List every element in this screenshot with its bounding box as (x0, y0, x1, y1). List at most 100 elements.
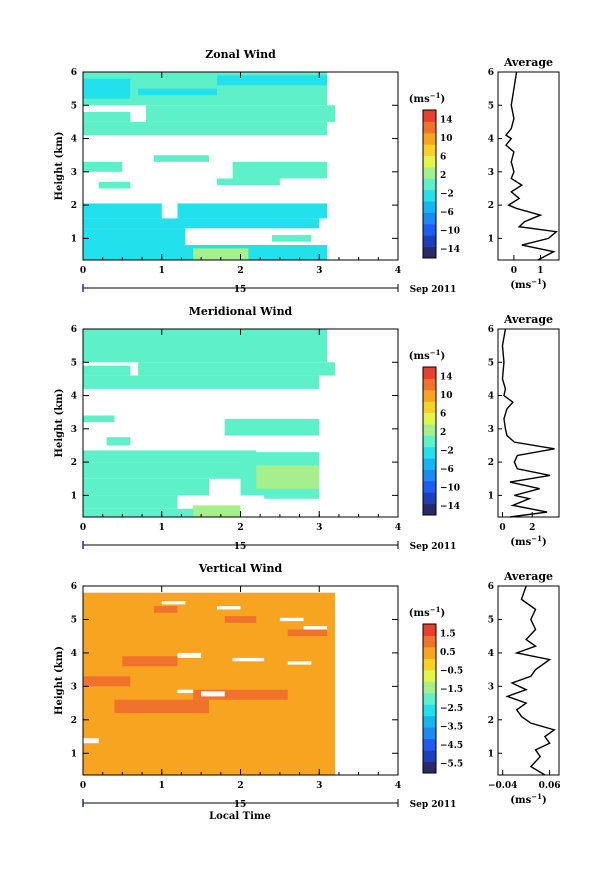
zonal-colorbar-swatch (423, 189, 436, 202)
meridional-colorbar-swatch (423, 401, 436, 414)
zonal-patch (272, 235, 312, 242)
vertical-profile-line (505, 585, 556, 776)
vertical-profile-title: Average (503, 570, 553, 583)
zonal-colorbar-swatch (423, 235, 436, 248)
vertical-ytick-label: 4 (71, 649, 77, 659)
zonal-patch (138, 88, 217, 96)
zonal-profile-title: Average (503, 56, 553, 69)
vertical-colorbar-swatch (423, 658, 436, 671)
vertical-profile-xtick-label: 0.06 (539, 781, 561, 791)
vertical-colorbar-swatch (423, 750, 436, 763)
meridional-ytick-label: 5 (71, 358, 77, 368)
meridional-colorbar-swatch (423, 378, 436, 391)
meridional-colorbar-tick: −10 (440, 483, 460, 493)
vertical-ytick-label: 3 (71, 682, 77, 692)
meridional-profile-ytick-label: 4 (488, 392, 494, 402)
vertical-colorbar-swatch (423, 669, 436, 682)
vertical-gap (232, 657, 265, 662)
zonal-profile-ytick-label: 2 (488, 201, 494, 211)
vertical-profile-unit-sup: −1 (531, 792, 542, 801)
vertical-profile-ytick-label: 2 (488, 716, 494, 726)
vertical-profile-xtick-label: −0.04 (488, 781, 517, 791)
vertical-colorbar-tick: −0.5 (440, 667, 463, 677)
meridional-ytick-label: 2 (71, 458, 77, 468)
meridional-xtick-label: 0 (80, 523, 86, 533)
meridional-patch (138, 362, 335, 376)
meridional-unit-sup: −1 (430, 348, 441, 357)
meridional-profile-ytick-label: 5 (488, 358, 494, 368)
meridional-xtick-label: 4 (395, 523, 401, 533)
zonal-ytick-label: 2 (71, 201, 77, 211)
zonal-colorbar-frame (422, 109, 437, 259)
vertical-profile-frame (497, 585, 560, 776)
zonal-colorbar-swatch (423, 155, 436, 168)
zonal-colorbar-swatch (423, 166, 436, 179)
zonal-colorbar-tick: −10 (440, 226, 460, 236)
vertical-colorbar-swatch (423, 624, 436, 636)
vertical-colorbar-tick: −2.5 (440, 704, 463, 714)
zonal-profile-ytick-label: 1 (488, 234, 494, 244)
vertical-xtick-label: 4 (395, 781, 401, 791)
vertical-gap (287, 661, 312, 665)
zonal-date-label: 15 (234, 285, 247, 295)
vertical-colorbar-tick: 0.5 (440, 648, 456, 658)
vertical-month-label: Sep 2011 (410, 800, 457, 810)
vertical-gap (279, 617, 304, 622)
vertical-gap (83, 738, 99, 744)
vertical-colorbar-tick: −4.5 (440, 741, 463, 751)
vertical-gap (303, 626, 328, 630)
vertical-profile-ytick-label: 6 (488, 582, 494, 592)
zonal-unit-close: ) (440, 94, 445, 105)
zonal-colorbar-swatch (423, 121, 436, 134)
vertical-unit-close: ) (440, 608, 445, 619)
vertical-profile-ytick-label: 5 (488, 615, 494, 625)
meridional-profile-frame (497, 328, 560, 518)
meridional-profile-xtick-label: 2 (529, 523, 535, 533)
vertical-colorbar-tick: −5.5 (440, 760, 463, 770)
vertical-colorbar-tick: −3.5 (440, 722, 463, 732)
vertical-xtick-label: 2 (237, 781, 243, 791)
vertical-patch (224, 616, 257, 623)
meridional-profile-title: Average (503, 313, 553, 326)
meridional-patch (83, 495, 178, 509)
zonal-patch (153, 155, 209, 162)
vertical-ytick-label: 1 (71, 749, 77, 759)
meridional-colorbar-tick: −2 (440, 446, 454, 456)
vertical-patch (193, 689, 288, 700)
zonal-colorbar-tick: 2 (440, 171, 446, 181)
vertical-unit-sup: −1 (430, 605, 441, 614)
vertical-colorbar-swatch (423, 704, 436, 717)
zonal-colorbar-tick: −2 (440, 189, 454, 199)
meridional-unit-label: (ms−1) (409, 348, 445, 362)
vertical-ylabel: Height (km) (54, 646, 65, 715)
meridional-patch (83, 329, 328, 363)
zonal-colorbar-swatch (423, 110, 436, 122)
vertical-patch (153, 606, 178, 613)
vertical-xtick-label: 1 (159, 781, 165, 791)
meridional-profile-line (501, 328, 555, 518)
zonal-colorbar-swatch (423, 212, 436, 225)
zonal-patch (216, 75, 328, 86)
meridional-ytick-label: 4 (71, 392, 77, 402)
meridional-profile-unit-sup: −1 (531, 534, 542, 543)
meridional-colorbar-swatch (423, 423, 436, 436)
vertical-ytick-label: 5 (71, 615, 77, 625)
meridional-title: Meridional Wind (189, 305, 293, 318)
vertical-gap (201, 691, 225, 697)
meridional-unit-close: ) (440, 351, 445, 362)
zonal-profile-line (504, 71, 559, 261)
meridional-ylabel: Height (km) (54, 389, 65, 458)
meridional-patch (83, 508, 202, 517)
zonal-month-label: Sep 2011 (410, 285, 457, 295)
vertical-profile-unit: (ms−1) (510, 792, 546, 806)
meridional-date-label: 15 (234, 542, 247, 552)
meridional-colorbar-swatch (423, 389, 436, 402)
meridional-colorbar-tick: 2 (440, 428, 446, 438)
zonal-patch (83, 111, 131, 122)
meridional-profile-ytick-label: 1 (488, 491, 494, 501)
meridional-ytick-label: 1 (71, 491, 77, 501)
zonal-patch (83, 203, 162, 219)
